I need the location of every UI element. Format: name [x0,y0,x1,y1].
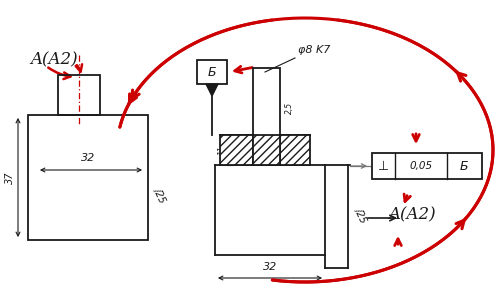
Bar [253,68,280,165]
Bar [253,135,280,165]
Polygon shape [206,84,218,96]
Text: A(A2): A(A2) [388,207,436,224]
Bar [372,153,482,179]
Text: /25: /25 [152,186,168,204]
Text: 2,5: 2,5 [285,102,294,114]
Text: 11: 11 [218,145,227,155]
Text: 32: 32 [263,262,277,272]
Bar [28,115,148,240]
Text: 0,05: 0,05 [409,161,432,171]
Text: φ8 K7: φ8 K7 [298,45,330,55]
Bar [197,60,227,84]
Text: 37: 37 [5,171,15,184]
Text: ⊥: ⊥ [378,159,389,173]
Text: 32: 32 [81,153,96,163]
Text: Б: Б [208,66,216,78]
Text: /25: /25 [353,206,369,224]
Text: A(A2): A(A2) [30,52,78,69]
Bar [58,75,100,115]
Text: Б: Б [460,159,469,173]
Bar [280,135,310,165]
Bar [220,135,253,165]
